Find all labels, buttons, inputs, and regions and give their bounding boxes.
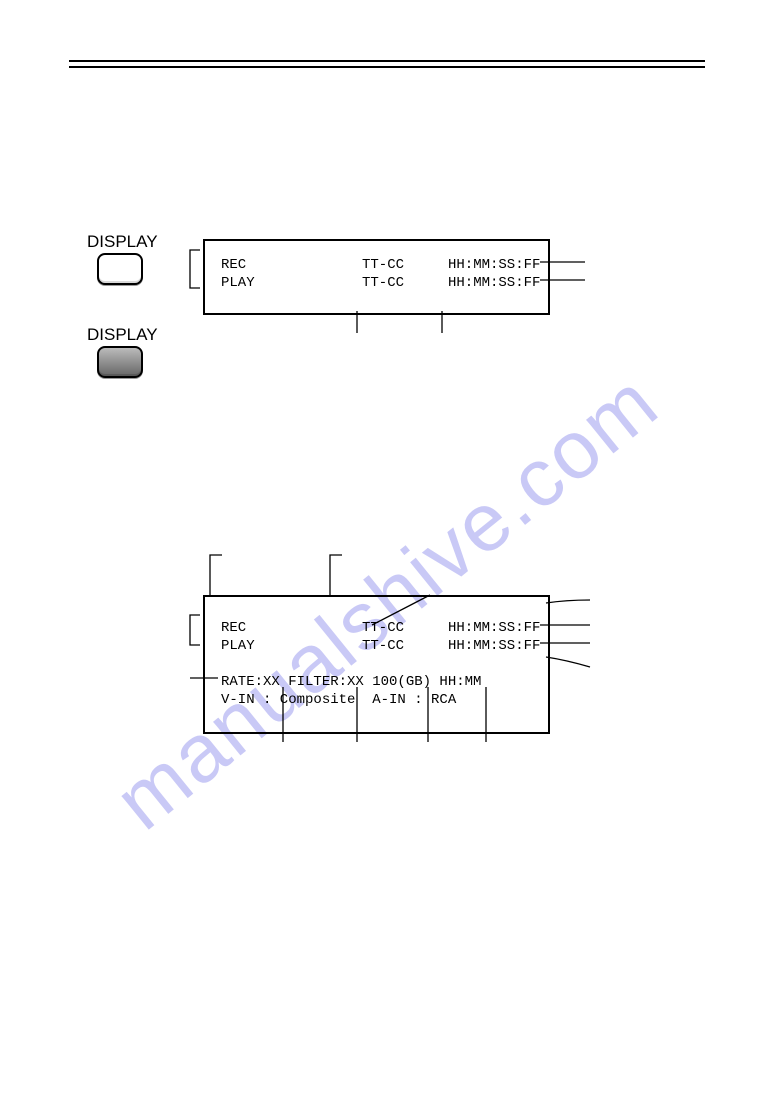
p2-row0-tc: TT-CC: [362, 620, 404, 636]
p1-row0-time: HH:MM:SS:FF: [448, 257, 540, 273]
p1-row1-mode: PLAY: [221, 275, 255, 291]
p2-row0-mode: REC: [221, 620, 246, 636]
p2-row1-tc: TT-CC: [362, 638, 404, 654]
p1-row1-time: HH:MM:SS:FF: [448, 275, 540, 291]
p1-row0-tc: TT-CC: [362, 257, 404, 273]
p2-status-line: RATE:XX FILTER:XX 100(GB) HH:MM: [221, 674, 481, 690]
p2-io-line: V-IN : Composite A-IN : RCA: [221, 692, 456, 708]
p1-row1-tc: TT-CC: [362, 275, 404, 291]
p2-row0-time: HH:MM:SS:FF: [448, 620, 540, 636]
p2-row1-mode: PLAY: [221, 638, 255, 654]
p2-row1-time: HH:MM:SS:FF: [448, 638, 540, 654]
p1-row0-mode: REC: [221, 257, 246, 273]
